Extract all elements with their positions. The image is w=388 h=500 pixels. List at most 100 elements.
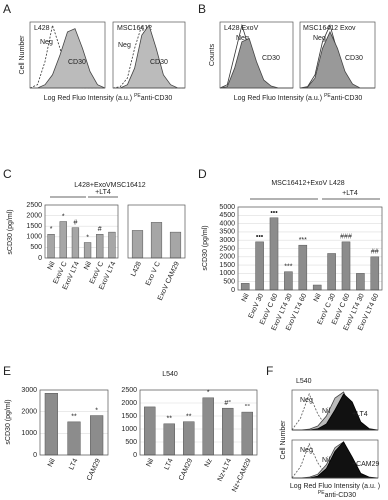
series-label: Nil [322, 457, 331, 464]
bar [47, 234, 55, 259]
bar [298, 244, 308, 291]
y-tick-label: 2500 [26, 202, 42, 209]
x-axis-label-prefix: PE [318, 490, 325, 496]
bar [131, 230, 144, 259]
x-tick-label: Nil [313, 292, 323, 303]
series-label: Neg [300, 447, 313, 454]
y-tick-label: 500 [125, 439, 137, 446]
x-tick-label: Nil [83, 260, 93, 271]
x-axis-label-suffix: anti-CD30 [325, 492, 357, 499]
series-label: Neg [300, 397, 313, 404]
x-axis-label-text: Log Red Fluo Intensity (a.u.) [44, 95, 132, 102]
plot-frame [44, 204, 119, 259]
bar-annotation: #° [224, 399, 231, 407]
plot-frame [237, 206, 383, 291]
panel-letter: F [266, 364, 273, 378]
bar-annotation: ••• [270, 210, 278, 217]
bar [341, 241, 351, 291]
series-label: Neg [313, 35, 326, 42]
x-tick-label: Nil [241, 292, 251, 303]
y-tick-label: 0 [33, 452, 37, 459]
bar [255, 241, 264, 291]
bar-annotation: *** [284, 264, 292, 271]
bar [269, 217, 279, 291]
y-axis-label: sCD30 (pg/ml) [202, 225, 209, 270]
x-axis-label-prefix: PE [324, 93, 331, 99]
y-tick-label: 2000 [21, 409, 37, 416]
y-tick-label: 0 [133, 452, 137, 459]
plot-frame [127, 204, 186, 259]
bar [44, 393, 58, 456]
bar [150, 222, 163, 259]
bar [183, 421, 195, 456]
plot-frame [219, 21, 294, 89]
y-tick-label: 2500 [219, 245, 235, 252]
y-tick-label: 1500 [219, 262, 235, 269]
y-tick-label: 2000 [219, 254, 235, 261]
y-axis-label: Counts [209, 43, 216, 66]
bar-annotation: ## [371, 249, 379, 256]
x-axis-label: Log Red Fluo Intensity (a.u.) PEanti-CD30 [44, 93, 173, 102]
x-tick-label: Nil [47, 260, 57, 271]
panel-letter: E [3, 364, 11, 378]
y-tick-label: 1500 [26, 223, 42, 230]
panel-letter: A [3, 2, 11, 16]
y-tick-label: 2500 [121, 387, 137, 394]
chart-title: MSC16412 [117, 25, 152, 32]
series-label: +CAM29 [352, 461, 380, 468]
bar [144, 406, 156, 456]
series-label: CD30 [68, 59, 86, 66]
bar [241, 411, 253, 456]
x-axis-label-text: Log Red Fluo Intensity (a.u.) [234, 95, 322, 102]
chart-title: L428+ExoVMSC16412 [74, 182, 146, 189]
y-tick-label: 2000 [121, 400, 137, 407]
x-tick-label: Nz+LT4 [217, 458, 234, 483]
bar-annotation: ### [340, 234, 352, 241]
series-label: Nil [322, 408, 331, 415]
bar-annotation: * [62, 213, 65, 220]
group-label: +LT4 [342, 190, 358, 197]
y-axis-label: Cell Number [280, 420, 287, 460]
y-tick-label: 500 [30, 244, 42, 251]
plot-frame [139, 389, 258, 456]
series-label: CD30 [262, 55, 280, 62]
x-tick-label: L428 [130, 261, 143, 278]
y-tick-label: 4500 [219, 212, 235, 219]
x-axis-label-prefix: PE [134, 93, 141, 99]
plot-frame [39, 389, 109, 456]
series-label: CD30 [345, 55, 363, 62]
chart-title: L428 [34, 25, 50, 32]
bar-annotation: * [50, 226, 53, 233]
x-tick-label: Nz [204, 457, 214, 468]
bar [90, 415, 104, 456]
histogram-curve [219, 37, 293, 89]
y-axis-label: sCD30 (pg/ml) [7, 209, 14, 254]
x-tick-label: Nil [47, 457, 57, 468]
chart-title: MSC16412 Exov [303, 25, 356, 32]
bar-annotation: °° [244, 403, 250, 411]
x-axis-label-text: Log Red Fluo Intensity (a.u. ) [290, 483, 380, 490]
bar-annotation: *** [299, 237, 307, 244]
bar-annotation: * [207, 390, 210, 397]
x-axis-label-suffix: anti-CD30 [331, 95, 363, 102]
plot-frame [299, 21, 376, 89]
group-label: +LT4 [95, 189, 111, 196]
bar [202, 397, 214, 456]
bar-annotation: ** [71, 414, 77, 421]
bar [312, 284, 322, 291]
bar [83, 242, 92, 259]
x-tick-label: CAM29 [178, 458, 194, 482]
bar-annotation: * [86, 234, 89, 241]
y-tick-label: 1000 [219, 270, 235, 277]
plot-frame [29, 21, 106, 89]
x-tick-label: CAM29 [86, 458, 102, 482]
y-tick-label: 1000 [21, 430, 37, 437]
series-label: +LT4 [352, 411, 368, 418]
x-axis-label-suffix: anti-CD30 [141, 95, 173, 102]
y-tick-label: 1000 [26, 234, 42, 241]
bar-annotation: ** [186, 414, 192, 421]
panel-letter: C [3, 167, 12, 181]
panel-letter: D [198, 167, 207, 181]
